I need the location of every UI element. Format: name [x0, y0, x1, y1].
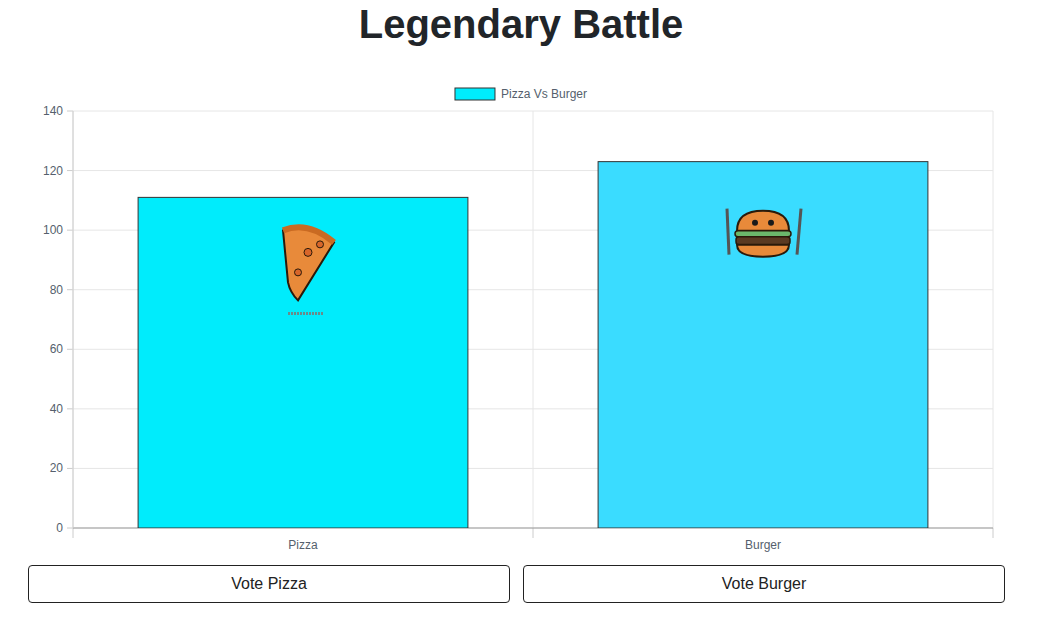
knife: [797, 209, 801, 255]
legend: Pizza Vs Burger: [455, 87, 587, 101]
x-tick-label: Burger: [745, 538, 781, 552]
pizza-crust: [283, 227, 334, 242]
patty: [736, 237, 790, 245]
y-tick-label: 0: [56, 521, 63, 535]
y-tick-label: 80: [50, 283, 64, 297]
x-tick: [533, 528, 534, 538]
y-tick: [67, 230, 73, 231]
vote-button[interactable]: Vote Burger: [523, 565, 1005, 603]
y-tick: [67, 349, 73, 350]
lettuce: [735, 231, 791, 237]
chart: Legendary Battle 0 20 40 60 80 100 120 140 Pizza B…: [0, 0, 1042, 560]
eye: [768, 220, 774, 226]
x-tick: [993, 528, 994, 538]
x-tick: [73, 528, 74, 538]
y-tick: [67, 408, 73, 409]
pizza-icon: [283, 227, 334, 313]
y-tick-label: 100: [43, 223, 63, 237]
y-tick: [67, 111, 73, 112]
bun-top: [737, 211, 789, 231]
grid: 0 20 40 60 80 100 120 140: [43, 104, 993, 538]
y-tick-label: 120: [43, 164, 63, 178]
x-grid-line: [993, 111, 994, 528]
shadow: [288, 312, 324, 315]
bun-bottom: [737, 245, 789, 257]
icons: [283, 209, 801, 314]
y-tick: [67, 468, 73, 469]
pepperoni: [295, 269, 302, 276]
legend-swatch: [455, 88, 495, 100]
y-axis: [73, 111, 74, 528]
title: Legendary Battle: [359, 2, 684, 46]
bars: [138, 162, 928, 528]
y-tick: [67, 289, 73, 290]
y-tick-label: 40: [50, 402, 64, 416]
burger-icon: [727, 209, 801, 257]
bar: [138, 197, 468, 528]
y-tick: [67, 170, 73, 171]
vote-button[interactable]: Vote Pizza: [28, 565, 510, 603]
eye: [752, 220, 758, 226]
y-tick-label: 20: [50, 461, 64, 475]
pepperoni: [304, 248, 312, 256]
x-grid-line: [73, 111, 74, 528]
pepperoni: [317, 241, 324, 248]
legend-label: Pizza Vs Burger: [501, 87, 587, 101]
y-tick: [67, 528, 73, 529]
x-grid-line: [533, 111, 534, 528]
bar: [598, 162, 928, 528]
x-tick-label: Pizza: [288, 538, 318, 552]
pizza-slice: [283, 227, 334, 300]
fork: [727, 209, 729, 255]
y-tick-label: 60: [50, 342, 64, 356]
y-tick-label: 140: [43, 104, 63, 118]
